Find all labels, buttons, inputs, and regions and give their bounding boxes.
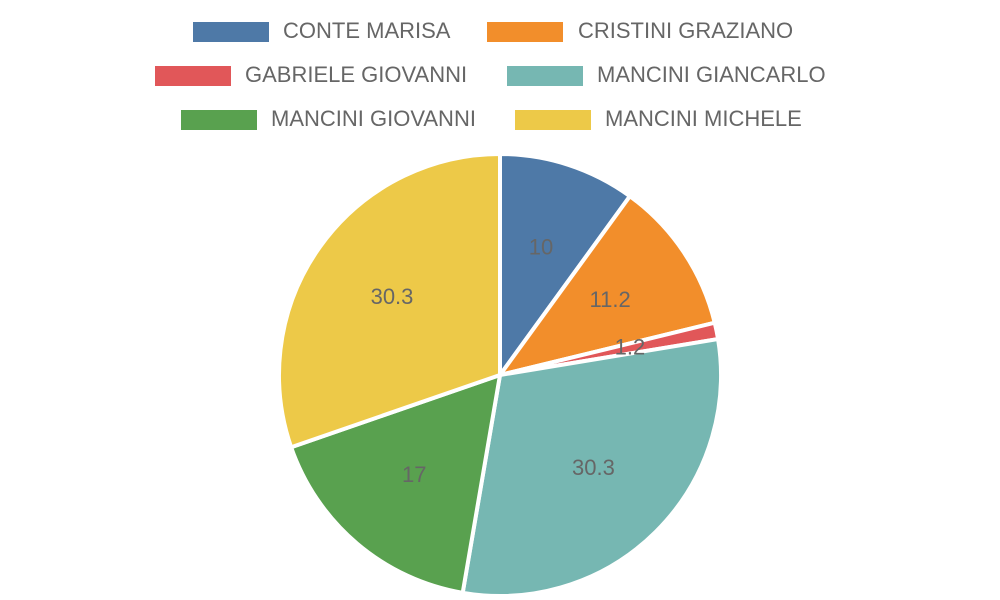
legend-swatch: [155, 66, 231, 86]
pie-slice: [460, 336, 723, 598]
legend-label: CONTE MARISA: [283, 18, 451, 43]
legend: CONTE MARISA CRISTINI GRAZIANO GABRIELE GI…: [155, 18, 826, 131]
slice-value-label: 30.3: [371, 284, 414, 309]
pie: [277, 151, 723, 598]
slice-value-label: 10: [529, 235, 553, 260]
legend-swatch: [487, 22, 563, 42]
legend-swatch: [181, 110, 257, 130]
slice-value-label: 17: [402, 462, 426, 487]
legend-swatch: [515, 110, 591, 130]
slice-value-label: 11.2: [590, 287, 631, 312]
legend-label: MANCINI MICHELE: [605, 106, 802, 131]
pie-slice: [277, 151, 502, 450]
slice-value-label: 30.3: [572, 455, 615, 480]
legend-swatch: [193, 22, 269, 42]
legend-swatch: [507, 66, 583, 86]
slice-value-label: 1.2: [615, 334, 646, 359]
legend-label: MANCINI GIOVANNI: [271, 106, 476, 131]
pie-slice: [498, 151, 633, 382]
pie-slice: [495, 193, 718, 379]
legend-label: MANCINI GIANCARLO: [597, 62, 826, 87]
slice-labels: 10 11.2 1.2 30.3 17 30.3: [371, 235, 646, 487]
legend-label: CRISTINI GRAZIANO: [578, 18, 793, 43]
legend-label: GABRIELE GIOVANNI: [245, 62, 467, 87]
